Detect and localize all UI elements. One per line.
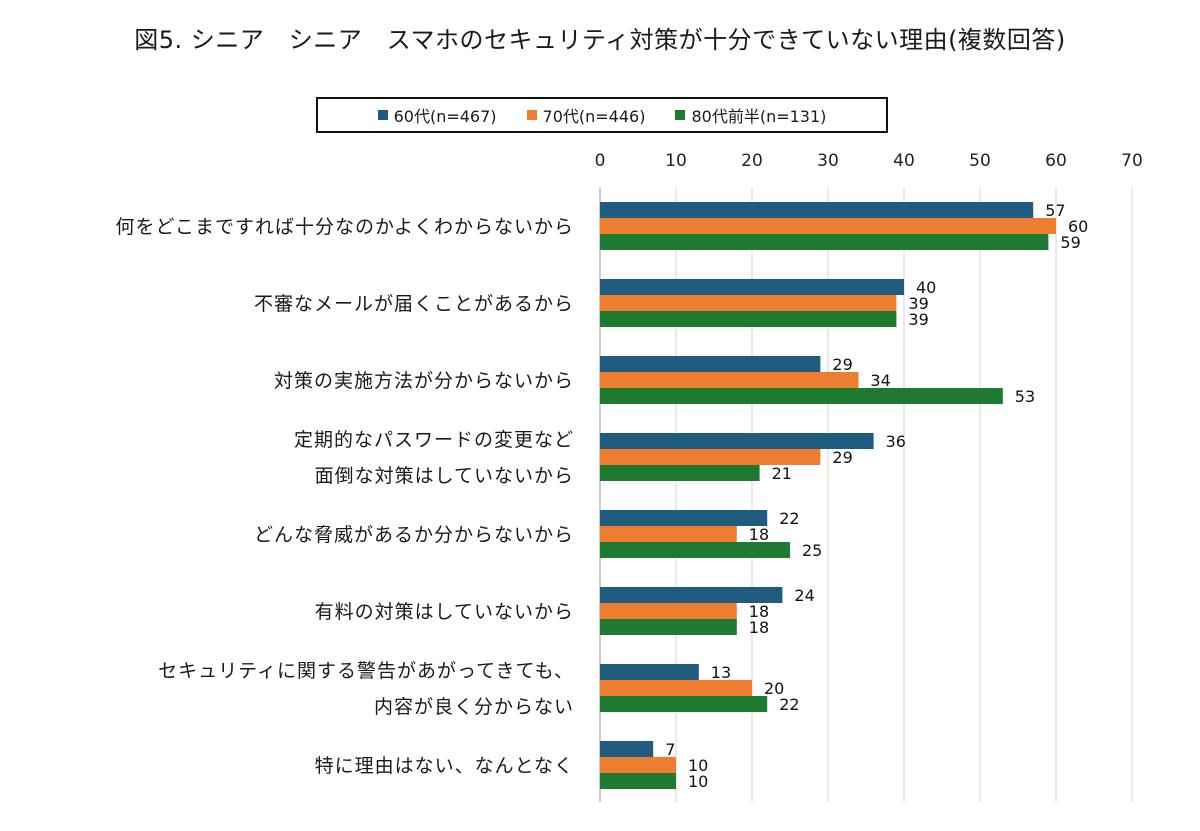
- bar: [600, 619, 737, 635]
- data-label: 22: [779, 509, 799, 528]
- x-tick-label: 60: [1045, 151, 1067, 171]
- category-label: 何をどこまですれば十分なのかよくわからないから: [116, 216, 574, 238]
- x-tick-label: 40: [893, 151, 915, 171]
- legend-swatch-80s: [675, 110, 686, 120]
- bar: [600, 587, 783, 603]
- chart-title: 図5. シニア シニア スマホのセキュリティ対策が十分できていない理由(複数回答…: [134, 26, 1066, 54]
- data-label: 39: [908, 310, 928, 329]
- data-label: 34: [870, 371, 890, 390]
- bar: [600, 542, 790, 558]
- x-tick-label: 50: [969, 151, 991, 171]
- chart-legend: 60代(n=467) 70代(n=446) 80代前半(n=131): [316, 97, 888, 133]
- category-label: 定期的なパスワードの変更など: [294, 429, 574, 451]
- legend-label-70s: 70代(n=446): [542, 107, 646, 126]
- category-label: 特に理由はない、なんとなく: [315, 755, 574, 777]
- data-label: 59: [1060, 233, 1080, 252]
- bar: [600, 680, 752, 696]
- data-label: 13: [711, 663, 731, 682]
- category-label: 内容が良く分からない: [374, 696, 574, 718]
- bar: [600, 218, 1056, 234]
- data-label: 10: [688, 756, 708, 775]
- category-label: 対策の実施方法が分からないから: [274, 370, 574, 392]
- bar: [600, 696, 768, 712]
- data-label: 21: [772, 464, 792, 483]
- data-label: 36: [886, 432, 906, 451]
- category-label: 面倒な対策はしていないから: [315, 465, 574, 487]
- bar: [600, 311, 897, 327]
- legend-swatch-60s: [377, 110, 388, 120]
- bar: [600, 757, 676, 773]
- bar: [600, 603, 737, 619]
- data-label: 39: [908, 294, 928, 313]
- data-label: 18: [749, 602, 769, 621]
- category-label: 不審なメールが届くことがあるから: [254, 293, 574, 315]
- data-label: 29: [832, 355, 852, 374]
- data-label: 18: [749, 525, 769, 544]
- data-label: 60: [1068, 217, 1088, 236]
- data-label: 57: [1045, 201, 1065, 220]
- data-label: 7: [665, 740, 675, 759]
- bar: [600, 433, 874, 449]
- legend-item-80s: 80代前半(n=131): [675, 103, 826, 127]
- data-label: 53: [1015, 387, 1035, 406]
- bar: [600, 202, 1034, 218]
- bar: [600, 741, 654, 757]
- bar: [600, 234, 1049, 250]
- data-label: 22: [779, 695, 799, 714]
- data-label: 20: [764, 679, 784, 698]
- data-label: 25: [802, 541, 822, 560]
- bar: [600, 664, 699, 680]
- category-label: どんな脅威があるか分からないから: [254, 524, 574, 546]
- data-label: 24: [794, 586, 814, 605]
- bar: [600, 372, 859, 388]
- category-label: 有料の対策はしていないから: [315, 601, 574, 623]
- bar: [600, 526, 737, 542]
- x-tick-label: 10: [665, 151, 687, 171]
- data-label: 40: [916, 278, 936, 297]
- bar: [600, 279, 904, 295]
- legend-label-60s: 60代(n=467): [393, 107, 497, 126]
- bar: [600, 295, 897, 311]
- data-label: 18: [749, 618, 769, 637]
- legend-label-80s: 80代前半(n=131): [691, 107, 827, 126]
- x-tick-label: 20: [741, 151, 763, 171]
- bar: [600, 388, 1003, 404]
- bar: [600, 773, 676, 789]
- data-label: 10: [688, 772, 708, 791]
- x-tick-label: 0: [595, 151, 606, 171]
- x-tick-label: 70: [1121, 151, 1143, 171]
- category-label: セキュリティに関する警告があがってきても、: [158, 660, 574, 682]
- legend-swatch-70s: [526, 110, 537, 120]
- legend-item-60s: 60代(n=467): [377, 103, 497, 127]
- legend-item-70s: 70代(n=446): [526, 103, 646, 127]
- data-label: 29: [832, 448, 852, 467]
- bar: [600, 465, 760, 481]
- bar: [600, 510, 768, 526]
- x-tick-label: 30: [817, 151, 839, 171]
- bar: [600, 449, 821, 465]
- bar: [600, 356, 821, 372]
